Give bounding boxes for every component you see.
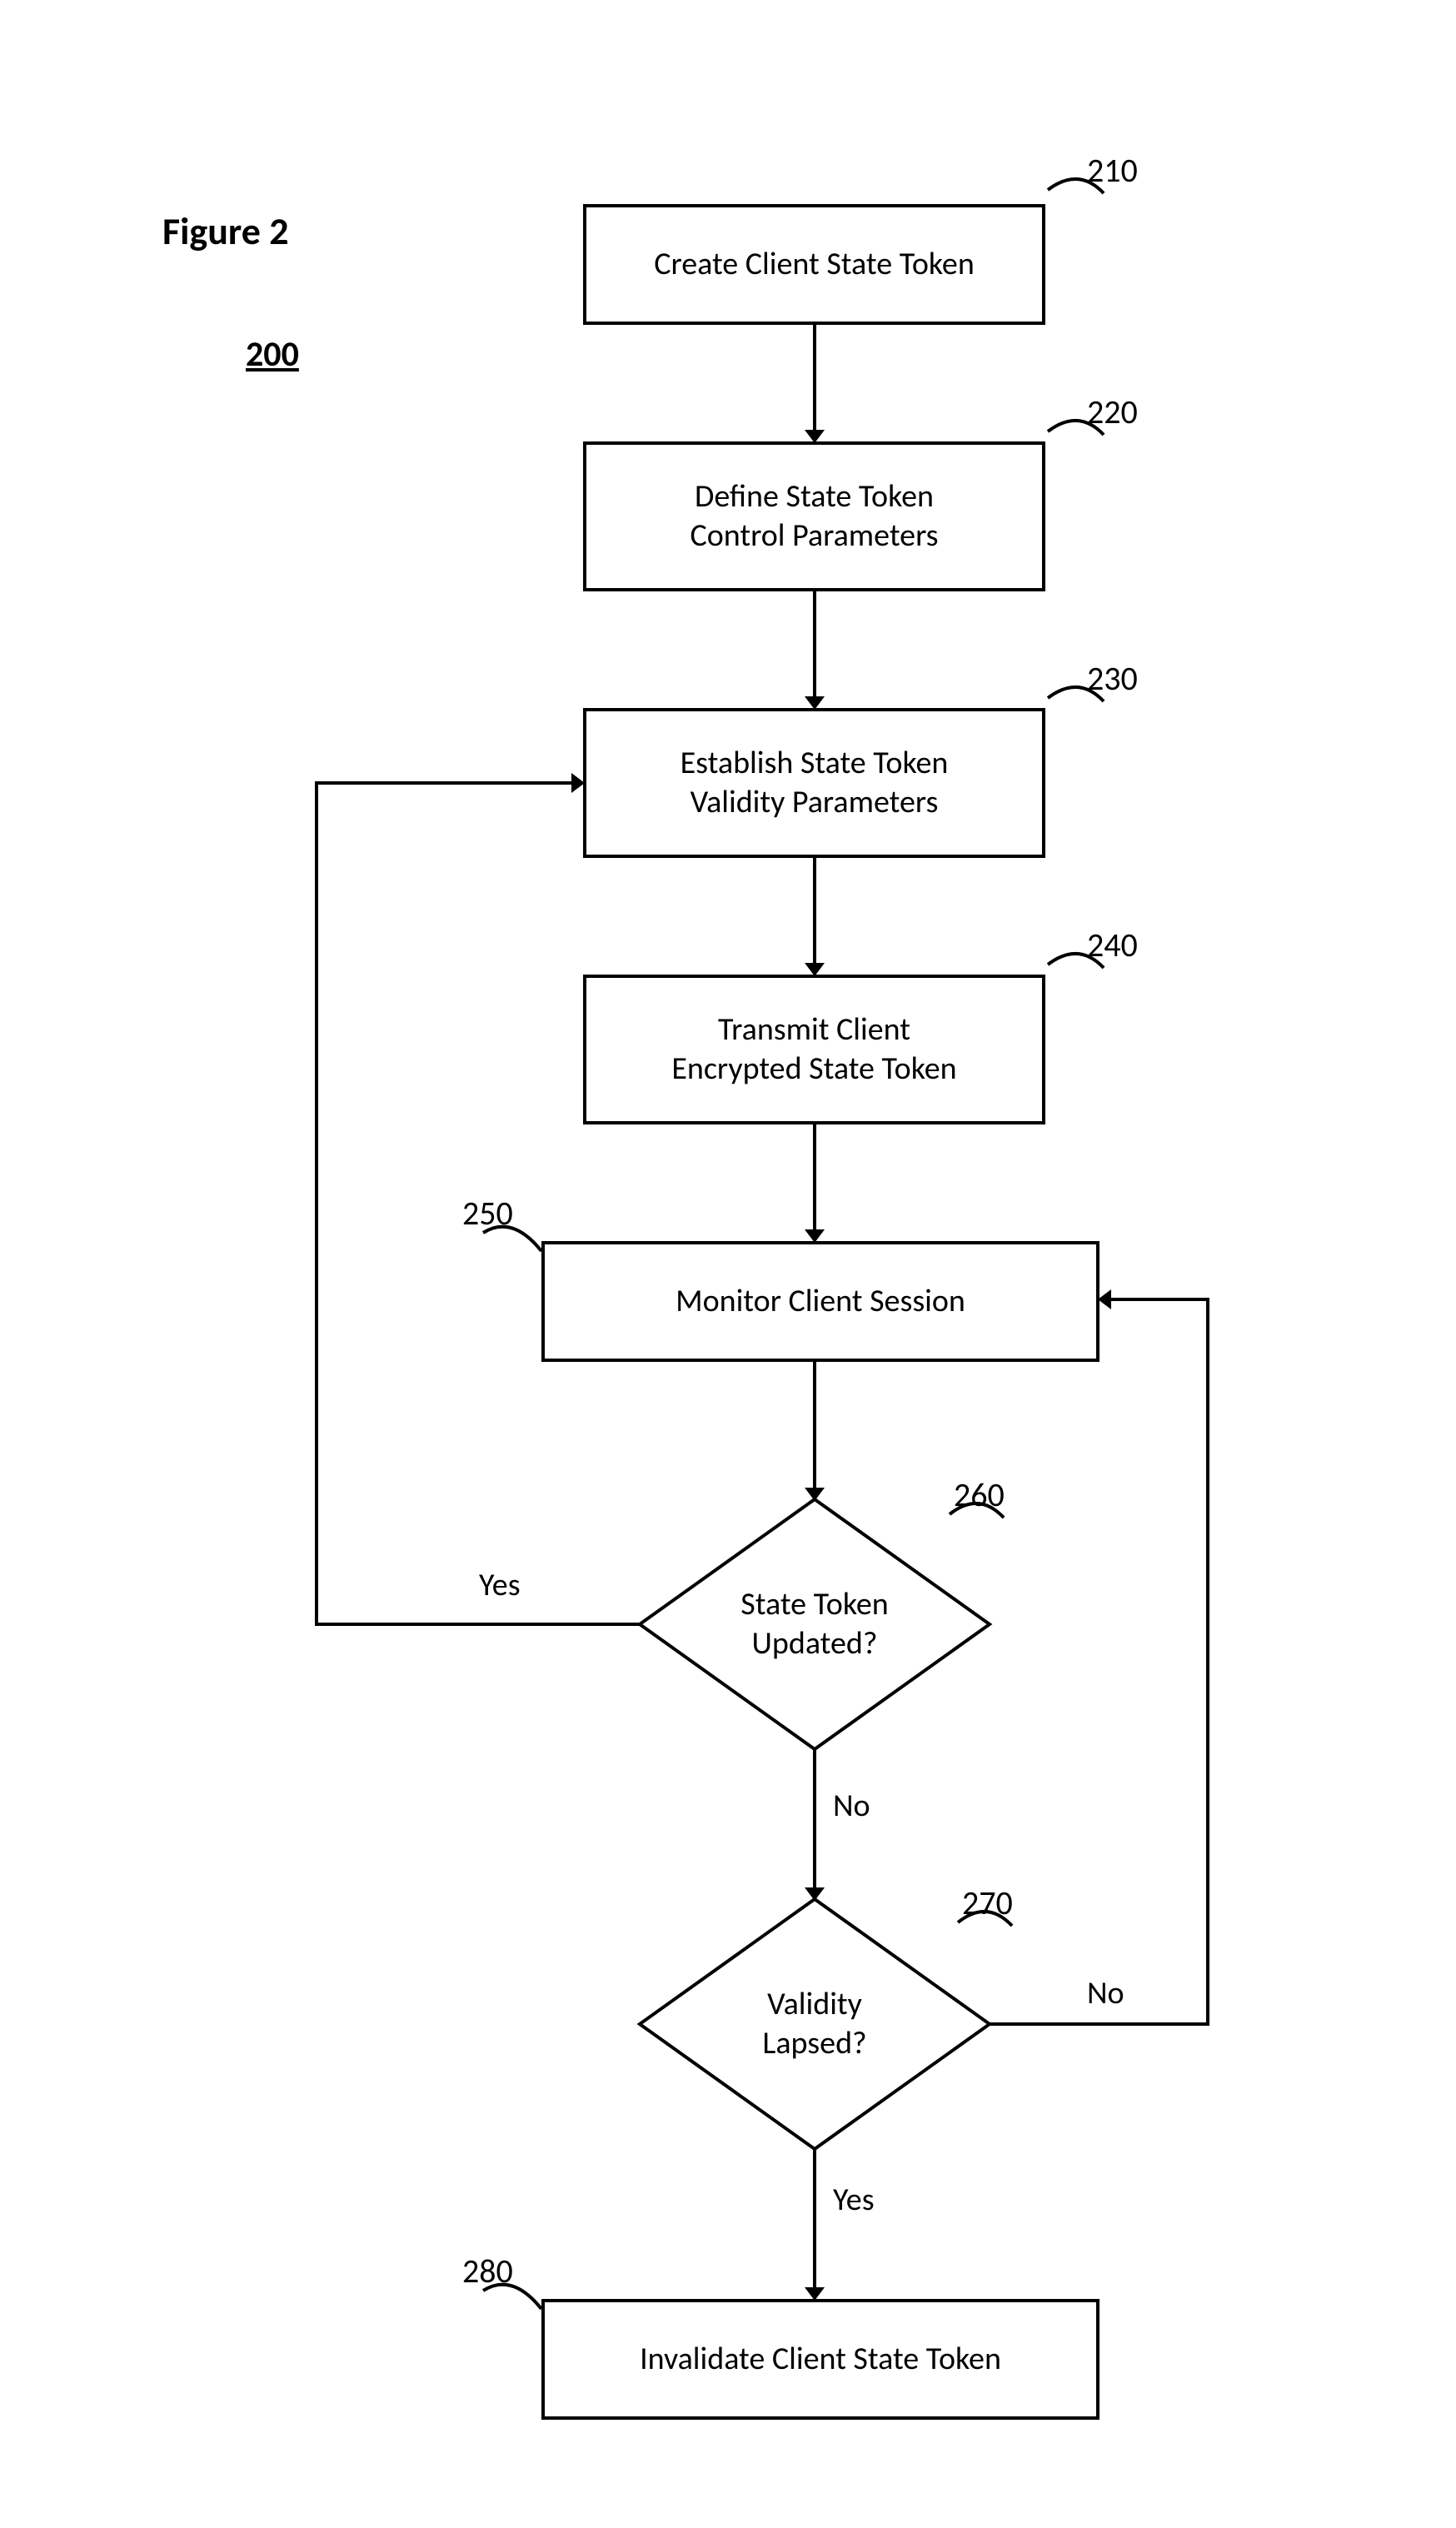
process-label: Invalidate Client State Token xyxy=(640,2340,1001,2380)
figure-title: Figure 2 xyxy=(162,208,289,255)
step-number-230: 230 xyxy=(1087,658,1138,699)
process-monitor-client-session: Monitor Client Session xyxy=(541,1241,1099,1362)
edge-label-yes-270: Yes xyxy=(833,2181,875,2219)
step-number-250: 250 xyxy=(462,1193,513,1234)
edge-label-yes-260: Yes xyxy=(479,1566,521,1604)
process-establish-state-token-validity-parameters: Establish State TokenValidity Parameters xyxy=(583,708,1045,858)
process-label: Define State TokenControl Parameters xyxy=(690,477,938,556)
flowchart-page: { "page": { "width": 1748, "height": 303… xyxy=(0,0,1456,2528)
step-number-270: 270 xyxy=(962,1882,1013,1923)
step-number-260: 260 xyxy=(954,1474,1005,1515)
decision-label: ValidityLapsed? xyxy=(762,1985,866,2064)
decision-validity-lapsed: ValidityLapsed? xyxy=(640,1899,990,2149)
edge-label-no-270: No xyxy=(1087,1974,1124,2012)
process-transmit-client-encrypted-state-token: Transmit ClientEncrypted State Token xyxy=(583,975,1045,1124)
step-number-220: 220 xyxy=(1087,391,1138,432)
decision-label: State TokenUpdated? xyxy=(740,1585,889,1664)
process-label: Transmit ClientEncrypted State Token xyxy=(671,1010,956,1089)
process-label: Create Client State Token xyxy=(654,245,975,285)
step-number-280: 280 xyxy=(462,2251,513,2291)
figure-reference-number: 200 xyxy=(246,333,299,376)
process-label: Monitor Client Session xyxy=(676,1282,965,1322)
process-define-state-token-control-parameters: Define State TokenControl Parameters xyxy=(583,441,1045,591)
process-invalidate-client-state-token: Invalidate Client State Token xyxy=(541,2299,1099,2420)
edge-label-no-260: No xyxy=(833,1787,870,1825)
step-number-210: 210 xyxy=(1087,150,1138,191)
process-create-client-state-token: Create Client State Token xyxy=(583,204,1045,325)
step-number-240: 240 xyxy=(1087,925,1138,965)
decision-state-token-updated: State TokenUpdated? xyxy=(640,1499,990,1749)
process-label: Establish State TokenValidity Parameters xyxy=(681,744,949,823)
